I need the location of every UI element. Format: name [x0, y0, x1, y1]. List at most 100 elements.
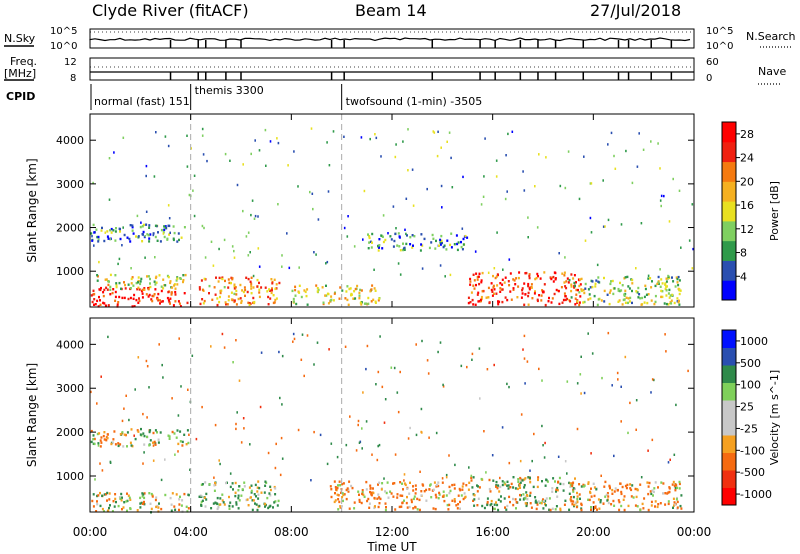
- data-cell: [622, 498, 625, 501]
- data-cell: [366, 499, 369, 503]
- data-cell: [119, 230, 121, 233]
- data-cell: [567, 150, 570, 153]
- data-cell: [186, 301, 189, 305]
- data-cell: [92, 493, 95, 496]
- data-cell: [667, 303, 670, 306]
- data-cell: [460, 494, 463, 497]
- data-cell: [146, 275, 148, 278]
- data-cell: [268, 492, 271, 495]
- data-cell: [617, 499, 620, 502]
- date-title: 27/Jul/2018: [590, 1, 681, 20]
- data-cell: [402, 242, 404, 245]
- data-cell: [147, 295, 150, 298]
- data-cell: [426, 187, 428, 191]
- data-cell: [371, 232, 374, 236]
- data-cell: [478, 486, 481, 489]
- data-cell: [174, 300, 177, 303]
- data-cell: [127, 283, 130, 286]
- data-cell: [92, 438, 95, 441]
- data-cell: [122, 226, 124, 229]
- data-cell: [437, 497, 440, 500]
- data-cell: [93, 292, 96, 296]
- data-cell: [469, 280, 472, 283]
- data-cell: [145, 174, 147, 178]
- data-cell: [298, 284, 301, 287]
- data-cell: [359, 288, 362, 292]
- data-cell: [141, 296, 144, 299]
- data-cell: [475, 283, 477, 287]
- data-cell: [246, 290, 249, 294]
- data-cell: [195, 437, 198, 441]
- data-cell: [470, 291, 473, 294]
- data-cell: [122, 506, 125, 509]
- data-cell: [572, 481, 575, 484]
- freq-tick-bottom: 8: [70, 73, 76, 84]
- data-cell: [150, 492, 153, 496]
- freq-unit-label: [MHz]: [4, 67, 36, 80]
- data-cell: [362, 391, 364, 394]
- data-cell: [423, 490, 426, 493]
- data-cell: [437, 481, 440, 484]
- data-cell: [224, 301, 227, 304]
- data-cell: [148, 492, 151, 495]
- data-cell: [114, 497, 117, 501]
- data-cell: [664, 333, 666, 336]
- data-cell: [611, 492, 614, 495]
- data-cell: [119, 433, 122, 436]
- data-cell: [662, 482, 665, 485]
- data-cell: [507, 487, 510, 490]
- data-cell: [569, 300, 572, 303]
- data-cell: [420, 430, 422, 434]
- data-cell: [515, 501, 518, 504]
- data-cell: [660, 194, 663, 198]
- data-cell: [252, 301, 254, 304]
- data-cell: [154, 256, 156, 259]
- data-cell: [529, 491, 532, 495]
- data-cell: [91, 235, 93, 238]
- data-cell: [604, 495, 607, 498]
- data-cell: [449, 273, 452, 277]
- data-cell: [550, 277, 553, 281]
- data-cell: [573, 286, 576, 289]
- data-cell: [250, 284, 253, 288]
- data-cell: [368, 235, 371, 238]
- data-cell: [621, 303, 624, 306]
- data-cell: [479, 298, 482, 302]
- data-cell: [596, 508, 598, 511]
- data-cell: [216, 507, 219, 511]
- time-tick-label: 00:00: [677, 525, 712, 539]
- data-cell: [396, 391, 399, 394]
- y-tick-label: 4000: [56, 134, 84, 147]
- data-cell: [173, 284, 176, 287]
- data-cell: [560, 286, 563, 289]
- data-cell: [536, 503, 539, 506]
- data-cell: [578, 493, 581, 496]
- data-cell: [147, 275, 150, 278]
- data-cell: [126, 445, 128, 448]
- data-cell: [495, 485, 497, 488]
- data-cell: [233, 249, 235, 253]
- data-cell: [405, 501, 408, 505]
- data-cell: [593, 494, 596, 498]
- data-cell: [292, 340, 294, 343]
- data-cell: [377, 370, 380, 374]
- data-cell: [565, 280, 568, 283]
- data-cell: [330, 488, 333, 491]
- data-cell: [526, 502, 528, 505]
- data-cell: [443, 499, 446, 503]
- data-cell: [228, 281, 231, 285]
- data-cell: [555, 505, 558, 508]
- data-cell: [442, 385, 445, 388]
- data-cell: [583, 291, 586, 295]
- data-cell: [96, 279, 99, 282]
- data-cell: [435, 496, 438, 499]
- data-cell: [602, 225, 605, 228]
- data-cell: [530, 506, 533, 509]
- data-cell: [597, 498, 600, 501]
- data-cell: [678, 480, 681, 484]
- data-cell: [240, 301, 243, 304]
- data-cell: [234, 491, 237, 494]
- data-cell: [108, 198, 111, 201]
- data-cell: [109, 273, 112, 277]
- data-cell: [123, 233, 126, 237]
